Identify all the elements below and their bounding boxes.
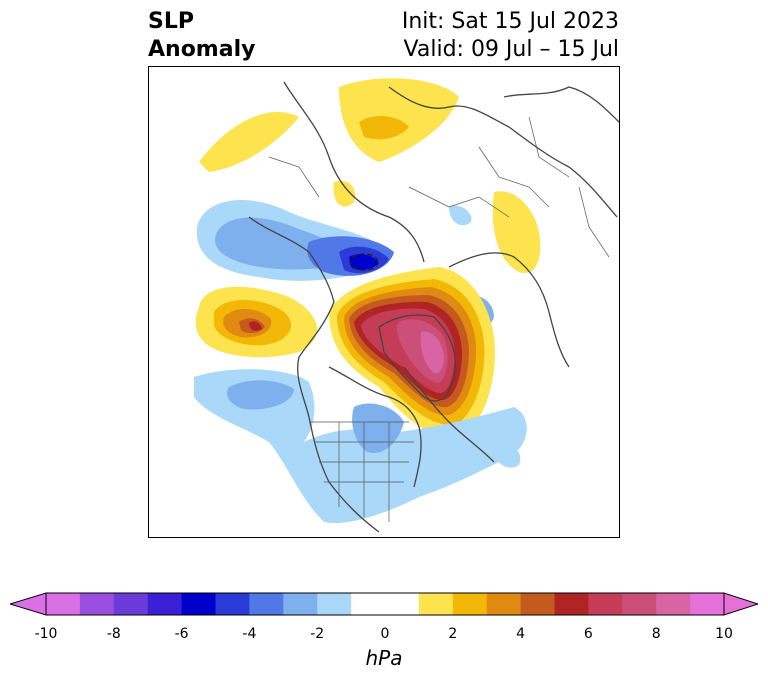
negative-anomaly-siberia	[449, 205, 472, 226]
init-date-label: Init: Sat 15 Jul 2023	[401, 9, 619, 34]
colorbar-swatch	[79, 593, 115, 615]
colorbar-swatch	[46, 593, 81, 615]
colorbar-tick-label: -2	[310, 626, 325, 642]
colorbar-unit-label: hPa	[365, 646, 403, 670]
colorbar-tick-label: -4	[242, 626, 257, 642]
map-svg	[194, 78, 619, 533]
colorbar-extend-low	[10, 592, 47, 616]
colorbar-swatch	[486, 593, 522, 615]
colorbar-tick-label: -10	[34, 626, 58, 642]
colorbar-tick-label: 10	[715, 626, 733, 642]
colorbar-swatch	[520, 593, 555, 615]
anomaly-map	[148, 66, 620, 538]
colorbar-swatch	[351, 593, 386, 615]
positive-anomaly-gulf-alaska	[195, 286, 318, 358]
map-title-left: SLP Anomaly	[148, 8, 255, 64]
colorbar-swatch	[249, 593, 284, 615]
colorbar-tick-label: -8	[106, 626, 121, 642]
political-borders	[268, 116, 610, 522]
title-anomaly: Anomaly	[148, 37, 256, 62]
colorbar-swatch	[588, 593, 623, 615]
colorbar-swatch	[283, 593, 318, 615]
colorbar-swatch	[113, 593, 149, 615]
colorbar-tick-label: 4	[516, 626, 526, 642]
colorbar-swatch	[181, 593, 216, 615]
colorbar-extend-high	[723, 592, 758, 616]
colorbar-swatch	[385, 593, 420, 615]
coastlines	[248, 81, 619, 533]
negative-anomaly-bering	[196, 200, 394, 281]
colorbar	[10, 592, 758, 616]
title-variable: SLP	[148, 9, 194, 34]
colorbar-tick-label: 6	[583, 626, 593, 642]
colorbar-border	[45, 592, 725, 616]
colorbar-swatch	[452, 593, 488, 615]
colorbar-tick-label: 8	[651, 626, 661, 642]
colorbar-swatch	[317, 593, 352, 615]
map-title-right: Init: Sat 15 Jul 2023 Valid: 09 Jul – 15…	[402, 8, 619, 64]
colorbar-swatch	[656, 593, 691, 615]
low-center-contour	[349, 253, 379, 271]
colorbar-swatch	[147, 593, 183, 615]
valid-range-label: Valid: 09 Jul – 15 Jul	[403, 37, 619, 62]
colorbar-swatch	[554, 593, 589, 615]
positive-anomaly-north	[199, 78, 541, 273]
colorbar-tick-label: -6	[174, 626, 189, 642]
colorbar-swatch	[418, 593, 454, 615]
negative-anomaly-north-america	[194, 369, 527, 523]
colorbar-swatch	[622, 593, 657, 615]
colorbar-swatch	[215, 593, 250, 615]
colorbar-tick-label: 2	[448, 626, 458, 642]
colorbar-swatch	[690, 593, 725, 615]
colorbar-tick-label: 0	[380, 626, 390, 642]
